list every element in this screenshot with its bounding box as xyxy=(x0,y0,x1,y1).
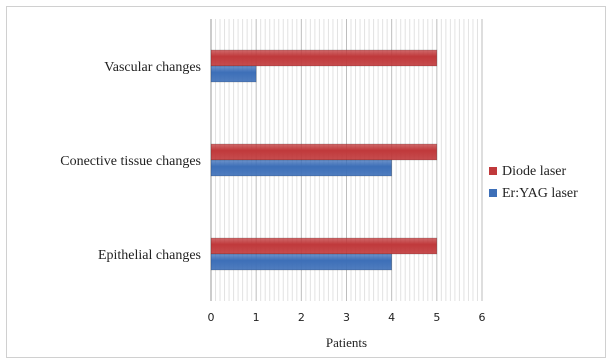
x-tick-3: 3 xyxy=(343,311,350,324)
bar-eryag-conective xyxy=(210,159,392,177)
x-tick-1: 1 xyxy=(253,311,260,324)
legend-swatch xyxy=(489,189,497,197)
x-axis-title: Patients xyxy=(326,335,367,350)
category-label-epithelial: Epithelial changes xyxy=(98,248,201,263)
x-tick-6: 6 xyxy=(479,311,486,324)
legend-label: Er:YAG laser xyxy=(502,186,578,201)
legend: Diode laser Er:YAG laser xyxy=(489,164,578,201)
legend-item-diode: Diode laser xyxy=(489,164,566,179)
x-tick-labels: 0 1 2 3 4 5 6 xyxy=(208,311,486,324)
x-tick-4: 4 xyxy=(388,311,395,324)
chart-frame: Vascular changes Conective tissue changes… xyxy=(6,6,606,358)
category-label-vascular: Vascular changes xyxy=(104,60,201,75)
bar-chart: Vascular changes Conective tissue changes… xyxy=(60,19,578,350)
category-label-conective: Conective tissue changes xyxy=(60,154,201,169)
legend-item-eryag: Er:YAG laser xyxy=(489,186,578,201)
bar-diode-vascular xyxy=(210,49,438,67)
x-tick-0: 0 xyxy=(208,311,215,324)
bars xyxy=(210,49,438,271)
category-labels: Vascular changes Conective tissue changes… xyxy=(60,60,201,263)
bar-diode-epithelial xyxy=(210,237,438,255)
x-tick-2: 2 xyxy=(298,311,305,324)
bar-diode-conective xyxy=(210,143,438,161)
x-tick-5: 5 xyxy=(433,311,440,324)
bar-eryag-epithelial xyxy=(210,253,392,271)
bar-eryag-vascular xyxy=(210,65,257,83)
legend-swatch xyxy=(489,167,497,175)
legend-label: Diode laser xyxy=(502,164,566,179)
